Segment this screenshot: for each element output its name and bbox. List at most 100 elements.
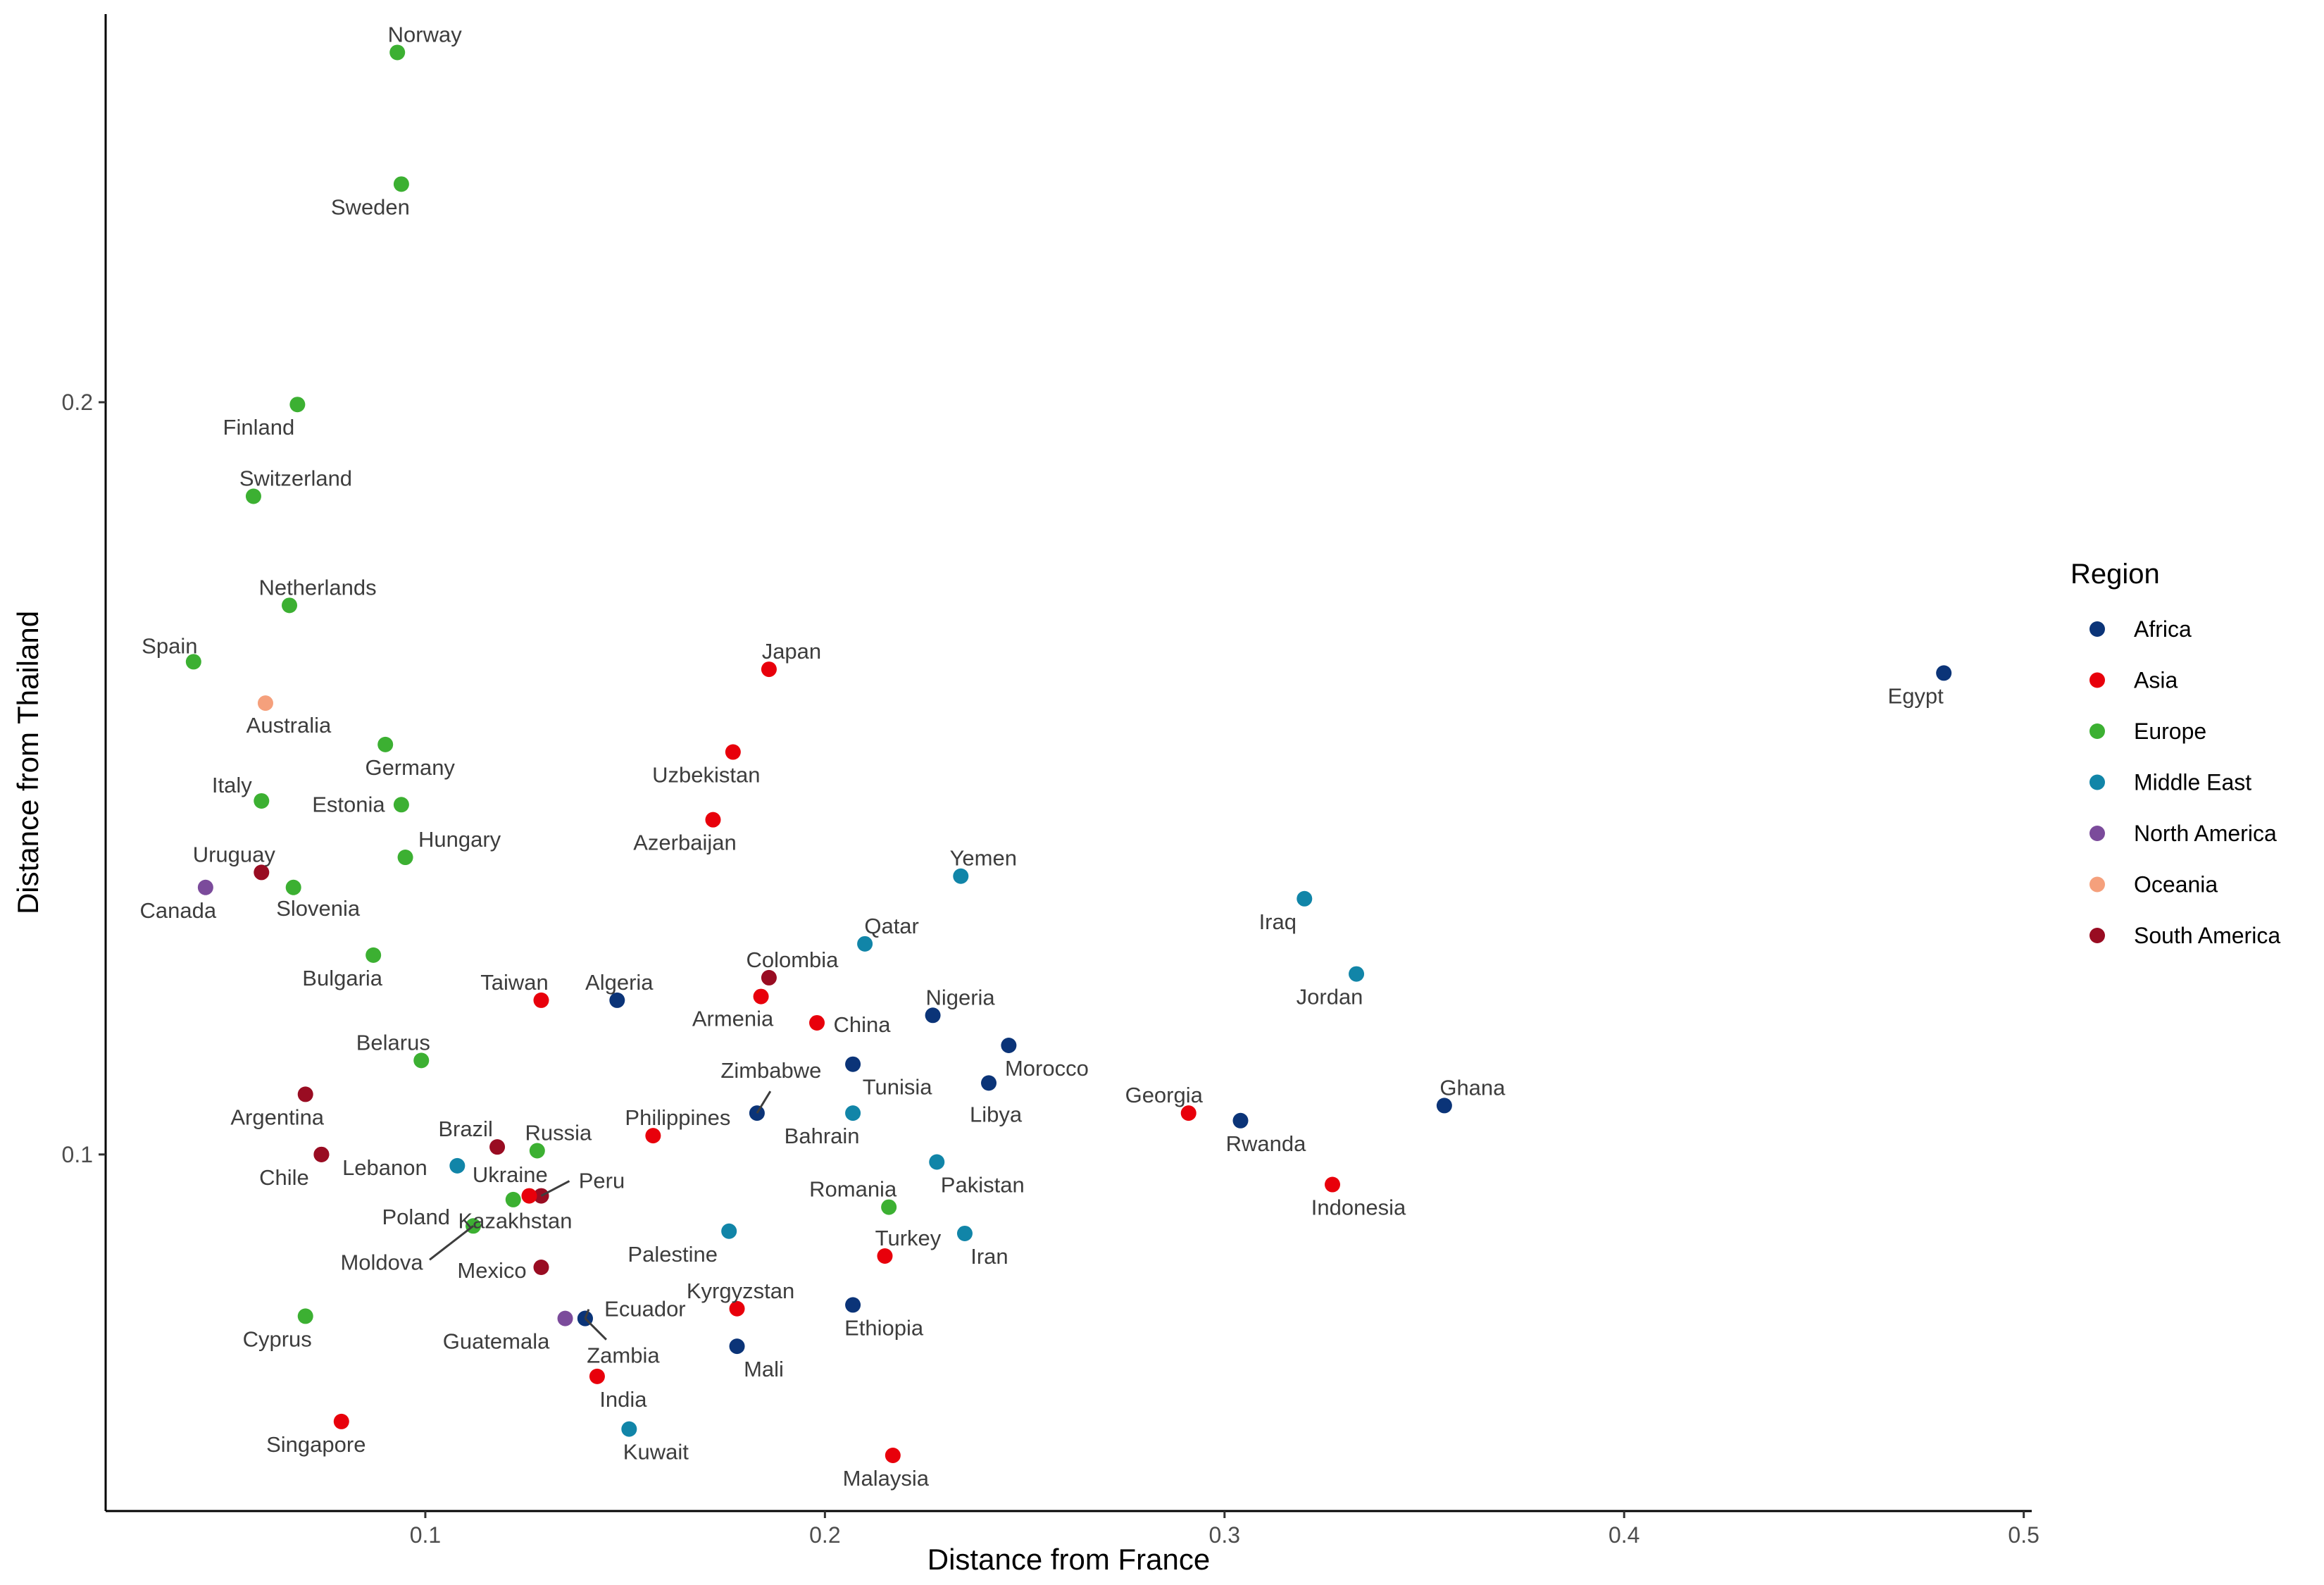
data-point [185, 654, 201, 670]
point-label: Colombia [746, 947, 839, 972]
point-label: China [834, 1012, 892, 1037]
point-label: Ghana [1439, 1075, 1506, 1100]
x-axis-title: Distance from France [927, 1543, 1210, 1576]
point-label: Finland [223, 415, 295, 440]
point-label: Palestine [627, 1242, 718, 1267]
point-label: Norway [388, 22, 463, 46]
legend-swatch [2089, 928, 2105, 943]
point-label: Belarus [356, 1030, 430, 1055]
data-point [282, 597, 298, 614]
data-point [877, 1248, 893, 1264]
data-point [413, 1052, 430, 1069]
point-label: Bahrain [785, 1124, 860, 1148]
data-point [557, 1310, 573, 1326]
data-point [297, 1308, 313, 1324]
point-label: Uruguay [193, 842, 276, 866]
data-point [393, 797, 409, 813]
point-label: Romania [809, 1177, 897, 1202]
y-axis-title: Distance from Thailand [11, 611, 44, 914]
data-point [533, 992, 549, 1008]
point-label: Georgia [1125, 1083, 1204, 1107]
label-leader-line [540, 1180, 570, 1197]
point-label: Iran [970, 1244, 1008, 1269]
data-point [1436, 1098, 1452, 1114]
point-label: Estonia [312, 792, 385, 816]
data-point [705, 812, 721, 828]
axes-layer [104, 14, 2032, 1512]
point-label: Tunisia [863, 1075, 933, 1100]
point-label: Iraq [1259, 909, 1297, 934]
legend-swatch [2089, 876, 2105, 893]
data-point [729, 1338, 745, 1355]
data-point [589, 1368, 605, 1384]
data-point [393, 176, 409, 192]
data-point [449, 1157, 466, 1174]
label-leader-line [756, 1090, 772, 1114]
data-point [1936, 665, 1952, 681]
legend-title: Region [2070, 559, 2160, 590]
point-label: Indonesia [1311, 1195, 1406, 1220]
data-point [197, 879, 213, 895]
label-leader-line [429, 1225, 474, 1261]
legend-label: Middle East [2134, 770, 2251, 795]
data-point [1297, 890, 1313, 907]
point-label: Chile [259, 1165, 309, 1190]
x-tick-label: 0.2 [809, 1522, 840, 1548]
data-point [505, 1191, 521, 1207]
point-label: Italy [212, 773, 252, 797]
data-point [845, 1056, 861, 1072]
data-point [366, 947, 382, 963]
point-label: Netherlands [258, 575, 376, 599]
data-point [956, 1225, 973, 1241]
point-label: Philippines [625, 1105, 730, 1130]
point-label: Lebanon [342, 1155, 427, 1180]
point-label: Ukraine [473, 1162, 548, 1187]
legend-swatch [2089, 672, 2105, 688]
data-point [529, 1143, 545, 1159]
data-point [1325, 1176, 1341, 1193]
point-label: Mali [744, 1357, 784, 1381]
point-label: Kuwait [623, 1440, 689, 1465]
legend-label: North America [2134, 821, 2277, 846]
data-point [285, 879, 301, 895]
data-point [721, 1223, 737, 1239]
x-tick-label: 0.4 [1608, 1522, 1639, 1548]
data-point [761, 661, 777, 678]
point-label: Rwanda [1226, 1131, 1306, 1156]
data-point [645, 1128, 661, 1144]
data-point [857, 936, 873, 952]
data-point [254, 864, 270, 881]
legend-swatch [2089, 826, 2105, 841]
label-leader-line [584, 1309, 590, 1319]
y-tick-label: 0.1 [62, 1142, 93, 1167]
data-point [245, 488, 261, 504]
legend-swatch [2089, 621, 2105, 637]
point-label: Nigeria [925, 985, 995, 1009]
data-point [1349, 966, 1365, 982]
data-point [981, 1075, 997, 1091]
point-label: Yemen [950, 846, 1017, 871]
legend-label: Asia [2134, 668, 2178, 693]
point-label: Azerbaijan [633, 831, 736, 855]
data-point [521, 1188, 537, 1204]
data-point [1001, 1038, 1017, 1054]
x-tick-label: 0.5 [2008, 1522, 2039, 1548]
data-point [929, 1154, 945, 1170]
data-point [489, 1139, 506, 1155]
data-point [254, 792, 270, 809]
data-point [845, 1297, 861, 1313]
x-tick-label: 0.1 [410, 1522, 441, 1548]
data-point [881, 1199, 897, 1215]
point-label: Slovenia [276, 896, 361, 921]
point-label: Jordan [1297, 985, 1363, 1009]
point-label: Ecuador [604, 1297, 685, 1322]
legend-label: Europe [2134, 719, 2206, 744]
labels-layer: AndorraNorwaySwedenFinlandSwitzerlandNet… [140, 22, 1944, 1491]
data-point [729, 1300, 745, 1317]
data-point [753, 988, 769, 1005]
data-point [725, 744, 741, 760]
data-point [397, 850, 413, 866]
data-point [609, 992, 625, 1008]
legend-label: Africa [2134, 616, 2192, 642]
